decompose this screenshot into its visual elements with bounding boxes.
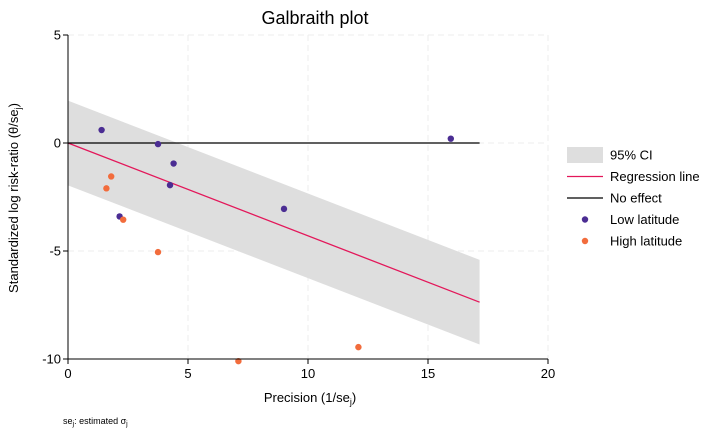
legend-label: Regression line [610, 169, 700, 184]
legend: 95% CI Regression line No effect Low latitu… [567, 147, 700, 249]
legend-swatch-ci [567, 147, 603, 163]
y-tick-label: -5 [49, 244, 61, 259]
legend-label: Low latitude [610, 212, 679, 227]
low-latitude-point [170, 160, 177, 167]
legend-swatch-low-latitude [581, 216, 589, 223]
x-tick-label: 15 [421, 366, 435, 381]
chart-title: Galbraith plot [261, 8, 368, 28]
y-tick-label: -10 [42, 352, 61, 367]
low-latitude-point [280, 205, 288, 213]
footnote: sej: estimated σj [63, 416, 128, 428]
high-latitude-point [103, 185, 110, 192]
low-latitude-point [98, 126, 105, 134]
legend-label: 95% CI [610, 148, 653, 163]
regression-line [67, 142, 480, 303]
plot-marks [67, 100, 480, 365]
legend-label: High latitude [610, 234, 682, 249]
x-tick-label: 10 [301, 366, 315, 381]
x-tick-label: 5 [184, 366, 191, 381]
y-axis-label: Standardized log risk-ratio (θ/sej) [6, 103, 23, 293]
low-latitude-point [166, 181, 174, 189]
axes: -10 -5 0 5 0 5 10 15 20 [42, 28, 555, 382]
low-latitude-point [154, 140, 162, 148]
high-latitude-point [120, 216, 127, 223]
high-latitude-point [235, 357, 242, 365]
x-tick-label: 0 [64, 366, 71, 381]
legend-swatch-high-latitude [581, 237, 589, 245]
x-axis-label: Precision (1/sej) [264, 390, 356, 407]
y-tick-label: 5 [54, 28, 61, 43]
high-latitude-point [154, 248, 162, 256]
low-latitude-point [447, 135, 454, 142]
high-latitude-point [355, 343, 362, 351]
x-tick-label: 20 [541, 366, 555, 381]
legend-label: No effect [610, 191, 662, 206]
y-tick-label: 0 [54, 136, 61, 151]
high-latitude-point [108, 173, 115, 180]
